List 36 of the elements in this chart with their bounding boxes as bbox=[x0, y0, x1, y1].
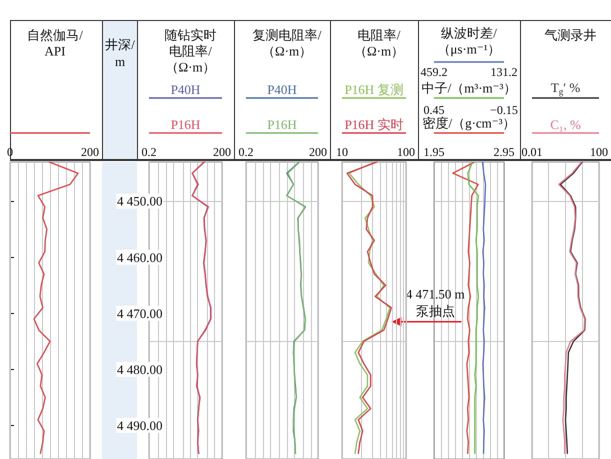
x-tick-label: 131.2 bbox=[490, 65, 518, 79]
x-tick-label: 200 bbox=[309, 145, 327, 159]
text: P16H bbox=[170, 117, 200, 132]
x2-tick-label: −0.15 bbox=[490, 103, 518, 117]
text: P16H bbox=[267, 117, 297, 132]
x2-tick-label: 0.45 bbox=[424, 103, 444, 117]
text: P40H bbox=[170, 82, 200, 97]
x-axis-title: 密度/（g·cm⁻³） bbox=[422, 116, 516, 130]
x-tick-label: 459.2 bbox=[420, 65, 448, 79]
x-tick-label: 200 bbox=[213, 145, 231, 159]
y-tick-label: 4 460.00 bbox=[117, 250, 162, 265]
x-tick-label: 2.95 bbox=[494, 145, 514, 159]
y-tick-label: 4 490.00 bbox=[117, 418, 162, 433]
y-tick-label: 4 450.00 bbox=[117, 194, 162, 209]
y-axis-title: 井深/ m bbox=[105, 37, 136, 69]
chart-title: 随钻实时电阻率/ （Ω·m） bbox=[164, 28, 216, 74]
x-tick-label: 0.01 bbox=[522, 145, 542, 159]
x-tick-label: 0.2 bbox=[142, 145, 156, 159]
x-tick-label: 100 bbox=[397, 145, 415, 159]
text: P16H 复测 bbox=[344, 82, 404, 97]
y-tick-label: 4 470.00 bbox=[117, 306, 162, 321]
text: P16H 实时 bbox=[344, 117, 404, 132]
x-tick-label: 100 bbox=[590, 145, 608, 159]
x-tick-label: 0.2 bbox=[238, 145, 254, 159]
chart-title: 复测电阻率/ （Ω·m） bbox=[252, 28, 322, 58]
x2-axis-title: 中子/（m³·m⁻³） bbox=[422, 80, 516, 96]
chart-title: 电阻率/ （Ω·m） bbox=[354, 28, 404, 58]
x-tick-label: 10 bbox=[336, 145, 348, 159]
y-tick-label: 4 480.00 bbox=[117, 362, 162, 377]
chart-title: 气测录井 bbox=[544, 28, 596, 42]
x-tick-label: 1.95 bbox=[424, 145, 444, 159]
x-axis-title: 纵波时差/ （μs·m⁻¹） bbox=[437, 26, 501, 56]
text: P40H bbox=[267, 82, 297, 97]
text: C₁, % bbox=[550, 117, 581, 132]
x-tick-label: 200 bbox=[81, 145, 99, 159]
chart-title: 自然伽马/ API bbox=[27, 28, 84, 58]
